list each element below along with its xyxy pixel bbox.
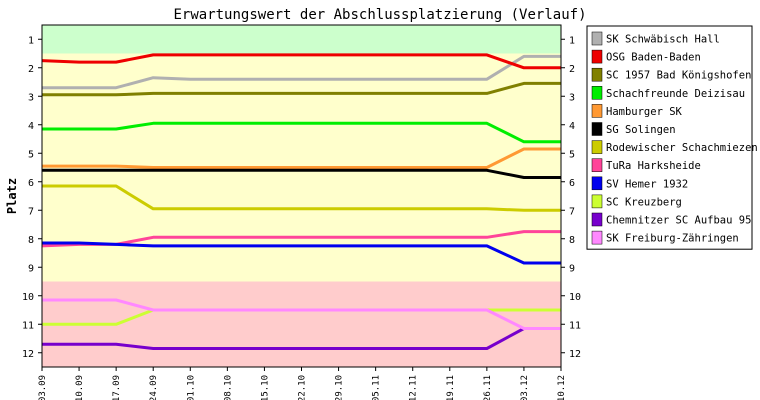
legend-entry: SC 1957 Bad Königshofen <box>606 70 751 82</box>
y-tick-label: 11 <box>569 320 581 331</box>
series-lines <box>41 53 561 350</box>
series-line-10 <box>42 327 561 350</box>
legend-swatch <box>591 212 603 227</box>
y-tick-label: 10 <box>569 292 581 303</box>
legend-swatch <box>591 122 603 136</box>
legend-entry: Rodewischer Schachmiezen <box>606 142 758 154</box>
x-tick-label: 17.09 <box>112 375 122 400</box>
x-tick-label: 12.11 <box>409 375 419 400</box>
series-line-2 <box>42 81 561 97</box>
y-axis-label: Platz <box>5 178 19 214</box>
y-tick-label: 6 <box>569 178 575 189</box>
y-tick-label: 4 <box>569 121 575 132</box>
chart-title: Erwartungswert der Abschlussplatzierung … <box>173 7 586 23</box>
legend-swatch <box>591 67 603 82</box>
series-line-1 <box>41 53 561 70</box>
legend-entry: Chemnitzer SC Aufbau 95 <box>606 215 751 227</box>
x-tick-label: 08.10 <box>223 375 233 400</box>
legend-entry: Hamburger SK <box>606 106 683 118</box>
series-line-11 <box>42 298 561 330</box>
y-tick-label: 8 <box>28 235 34 246</box>
y-tick-label: 6 <box>28 178 34 189</box>
series-line-7 <box>41 230 561 248</box>
y-tick-label: 9 <box>28 263 34 274</box>
legend-entry: OSG Baden-Baden <box>606 52 701 64</box>
band-0 <box>42 25 561 54</box>
x-tick-label: 05.11 <box>372 375 382 400</box>
band-2 <box>42 281 561 367</box>
legend: SK Schwäbisch Hall OSG Baden-Baden SC 1957… <box>586 25 758 250</box>
y-tick-label: 11 <box>22 320 34 331</box>
legend-swatch <box>591 176 603 191</box>
legend-swatch <box>591 140 603 154</box>
y-tick-label: 7 <box>569 206 575 217</box>
x-tick-label: 03.12 <box>520 375 530 400</box>
x-tick-label: 29.10 <box>335 375 345 400</box>
legend-swatch <box>591 49 603 64</box>
y-tick-label: 4 <box>28 121 34 132</box>
x-tick-label: 03.09 <box>38 375 48 400</box>
series-line-8 <box>42 241 561 265</box>
x-tick-label: 22.10 <box>298 375 308 400</box>
y-tick-label: 2 <box>28 64 34 75</box>
x-tick-label: 10.09 <box>75 375 85 400</box>
legend-box <box>586 25 753 250</box>
x-axis: 03.09 10.09 17.09 24.09 01.10 08.10 15.10 22.10… <box>38 367 567 400</box>
y-tick-label: 10 <box>22 292 34 303</box>
y-tick-label: 7 <box>28 206 34 217</box>
series-line-5 <box>42 168 561 179</box>
series-line-3 <box>42 121 561 144</box>
legend-swatch <box>591 104 603 118</box>
series-line-6 <box>42 184 561 212</box>
series-line-0 <box>42 54 561 90</box>
y-tick-label: 3 <box>28 92 34 103</box>
legend-swatch <box>591 86 603 100</box>
x-tick-label: 10.12 <box>557 375 567 400</box>
y-tick-label: 1 <box>569 35 575 46</box>
legend-entry: SK Freiburg-Zähringen <box>606 233 739 245</box>
x-tick-label: 24.09 <box>149 375 159 400</box>
legend-entry: SC Kreuzberg <box>606 196 682 208</box>
y-tick-label: 2 <box>569 64 575 75</box>
y-tick-label: 12 <box>22 349 34 360</box>
x-tick-label: 01.10 <box>186 375 196 400</box>
legend-swatch <box>591 194 603 209</box>
legend-swatch <box>591 230 603 245</box>
y-tick-label: 9 <box>569 263 575 274</box>
x-tick-label: 26.11 <box>483 375 493 400</box>
y-tick-label: 3 <box>569 92 575 103</box>
y-tick-label: 5 <box>28 149 34 160</box>
legend-entry: TuRa Harksheide <box>606 160 701 172</box>
legend-entry: SK Schwäbisch Hall <box>606 34 720 46</box>
legend-entry: SG Solingen <box>606 124 676 136</box>
legend-entry: Schachfreunde Deizisau <box>606 88 745 100</box>
legend-entry: SV Hemer 1932 <box>606 178 688 190</box>
legend-swatch <box>591 31 603 46</box>
y-tick-label: 5 <box>569 149 575 160</box>
background-bands <box>42 25 561 367</box>
y-tick-label: 8 <box>569 235 575 246</box>
x-tick-label: 15.10 <box>260 375 270 400</box>
x-tick-label: 19.11 <box>446 375 456 400</box>
legend-swatch <box>591 158 603 172</box>
series-line-4 <box>42 147 561 169</box>
y-tick-label: 1 <box>28 35 34 46</box>
y-tick-label: 12 <box>569 349 581 360</box>
